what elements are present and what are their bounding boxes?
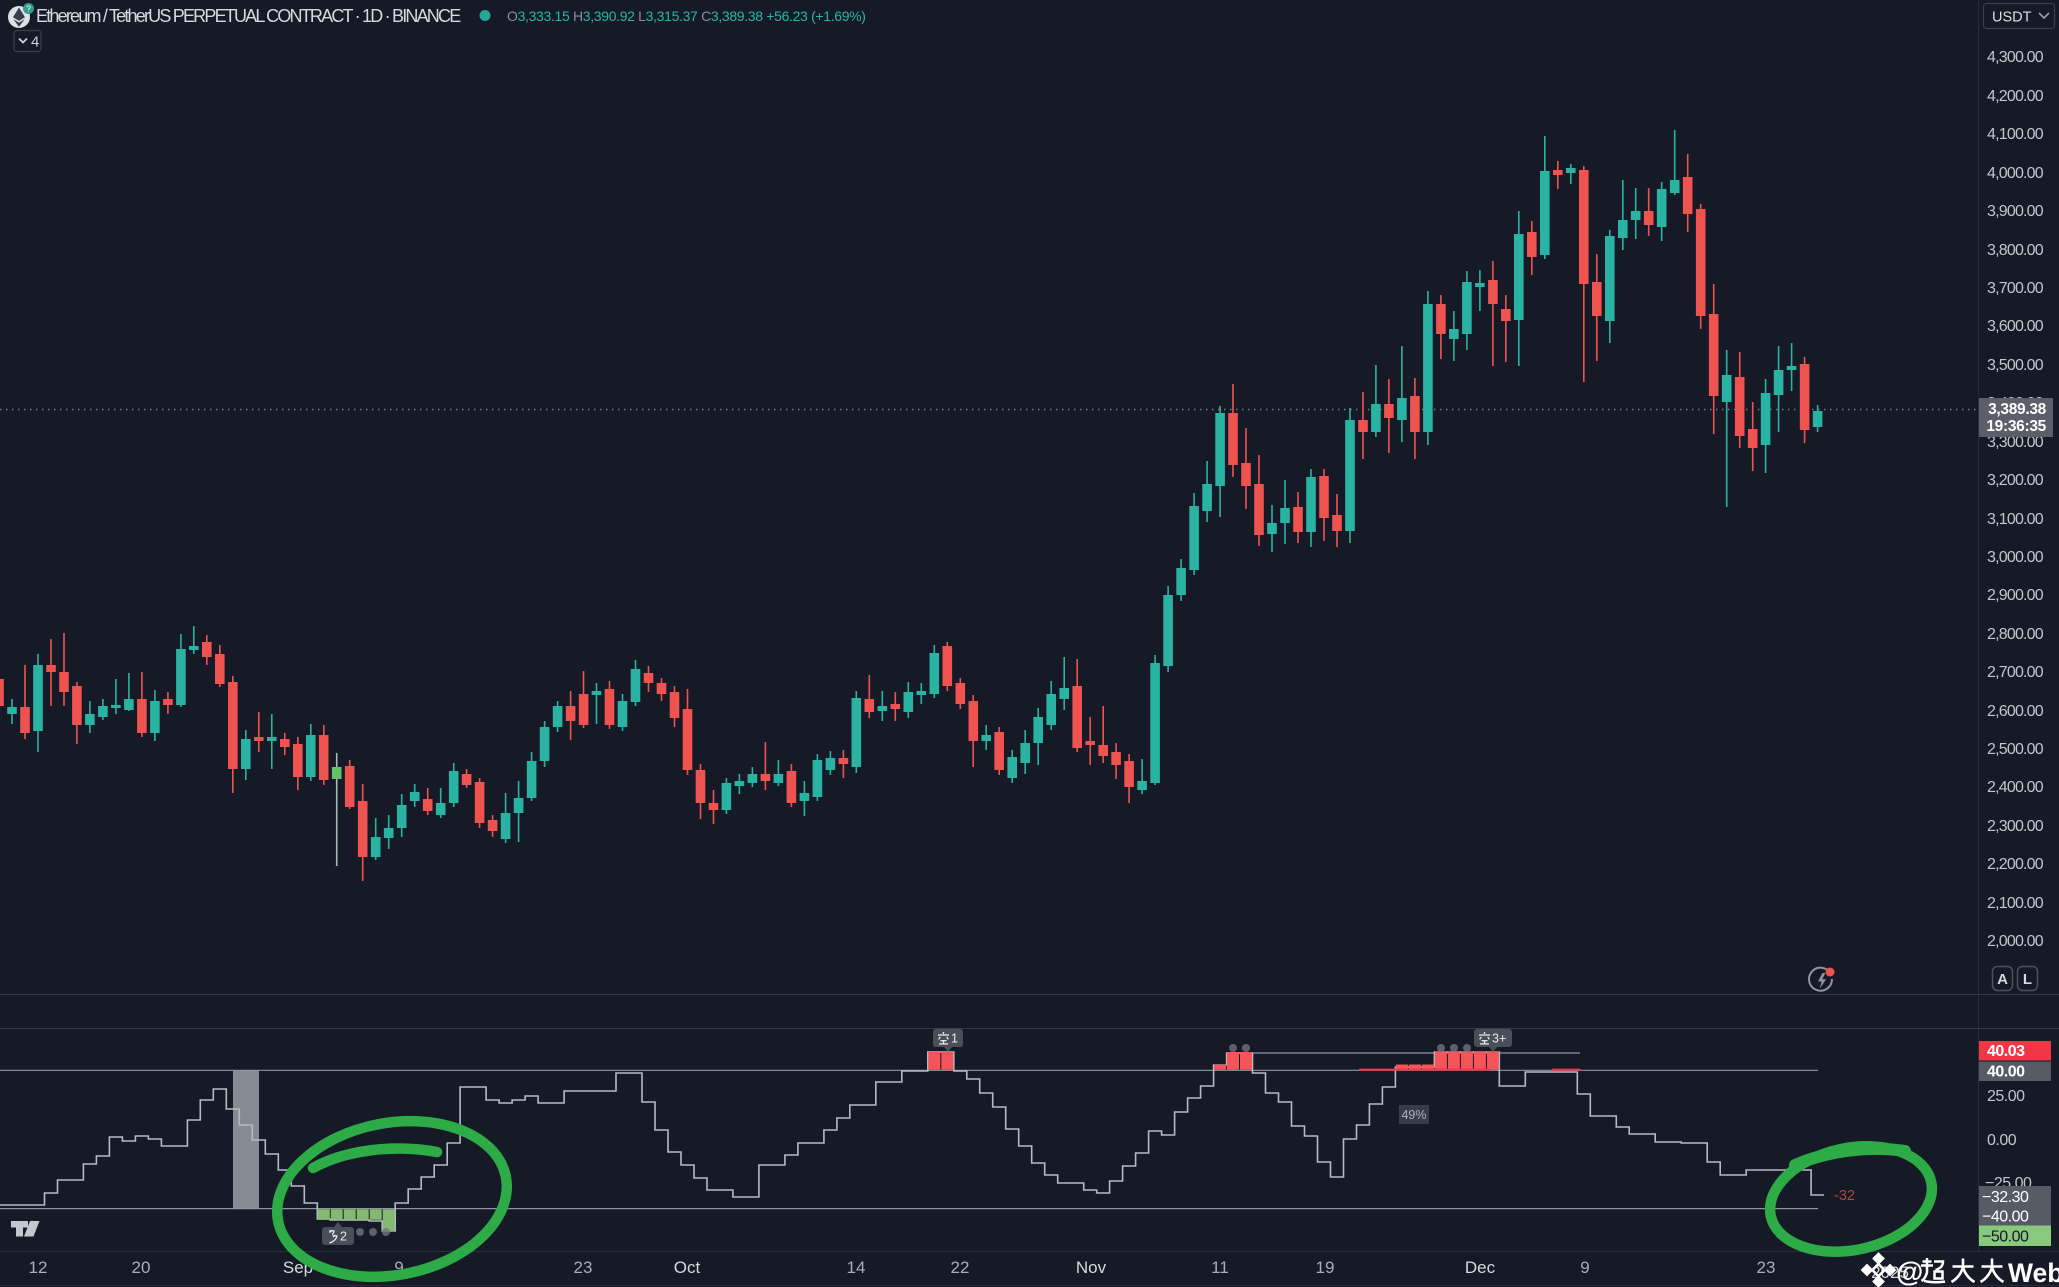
svg-text:3,000.00: 3,000.00 [1987,549,2044,566]
svg-text:11: 11 [1211,1258,1229,1277]
svg-text:0.00: 0.00 [1987,1132,2017,1149]
svg-text:3,700.00: 3,700.00 [1987,280,2044,297]
svg-text:2,200.00: 2,200.00 [1987,856,2044,873]
svg-text:3,900.00: 3,900.00 [1987,203,2044,220]
svg-text:14: 14 [847,1258,866,1277]
svg-text:2,600.00: 2,600.00 [1987,703,2044,720]
svg-text:3,800.00: 3,800.00 [1987,242,2044,259]
svg-text:3+: 3+ [1492,1032,1506,1046]
svg-text:USDT: USDT [1992,10,2032,26]
svg-text:1: 1 [951,1032,958,1046]
svg-text:9: 9 [394,1258,403,1277]
svg-text:Web3: Web3 [2008,1258,2059,1287]
svg-text:2,500.00: 2,500.00 [1987,741,2044,758]
svg-text:2,900.00: 2,900.00 [1987,587,2044,604]
svg-text:4,000.00: 4,000.00 [1987,165,2044,182]
svg-text:Nov: Nov [1076,1258,1107,1277]
svg-text:−40.00: −40.00 [1982,1209,2029,1226]
svg-text:20: 20 [132,1258,151,1277]
svg-text:Oct: Oct [674,1258,701,1277]
svg-text:4,200.00: 4,200.00 [1987,88,2044,105]
svg-text:4: 4 [31,34,39,51]
svg-text:3,600.00: 3,600.00 [1987,318,2044,335]
svg-text:Ethereum / TetherUS PERPETUAL: Ethereum / TetherUS PERPETUAL CONTRACT ·… [36,6,461,26]
svg-text:2: 2 [340,1230,347,1244]
svg-text:19:36:35: 19:36:35 [1986,418,2046,435]
svg-text:?: ? [26,4,31,14]
svg-text:23: 23 [574,1258,593,1277]
svg-text:3,500.00: 3,500.00 [1987,357,2044,374]
svg-text:L: L [2023,971,2032,988]
svg-text:2,300.00: 2,300.00 [1987,818,2044,835]
svg-text:−32.30: −32.30 [1982,1189,2029,1206]
svg-text:@: @ [1896,1256,1923,1287]
svg-text:-32: -32 [1834,1188,1855,1204]
svg-text:2,800.00: 2,800.00 [1987,626,2044,643]
svg-text:40.00: 40.00 [1987,1064,2025,1081]
svg-text:4,300.00: 4,300.00 [1987,49,2044,66]
svg-text:2,700.00: 2,700.00 [1987,664,2044,681]
svg-text:3,100.00: 3,100.00 [1987,511,2044,528]
svg-text:3,200.00: 3,200.00 [1987,472,2044,489]
svg-text:22: 22 [951,1258,970,1277]
svg-text:4,100.00: 4,100.00 [1987,126,2044,143]
svg-text:A: A [1997,971,2008,988]
svg-text:12: 12 [29,1258,48,1277]
svg-text:3,389.38: 3,389.38 [1988,401,2047,418]
svg-text:−50.00: −50.00 [1982,1229,2029,1246]
svg-text:O3,333.15 H3,390.92 L3,315.37: O3,333.15 H3,390.92 L3,315.37 C3,389.38 … [507,8,866,24]
svg-text:2,100.00: 2,100.00 [1987,895,2044,912]
svg-text:40.03: 40.03 [1987,1043,2025,1060]
svg-text:9: 9 [1580,1258,1589,1277]
svg-text:3,300.00: 3,300.00 [1987,434,2044,451]
svg-text:19: 19 [1316,1258,1335,1277]
svg-text:25.00: 25.00 [1987,1088,2025,1105]
svg-text:2,000.00: 2,000.00 [1987,933,2044,950]
svg-text:2,400.00: 2,400.00 [1987,779,2044,796]
svg-text:49%: 49% [1401,1108,1426,1122]
svg-text:Dec: Dec [1465,1258,1496,1277]
svg-text:23: 23 [1757,1258,1776,1277]
